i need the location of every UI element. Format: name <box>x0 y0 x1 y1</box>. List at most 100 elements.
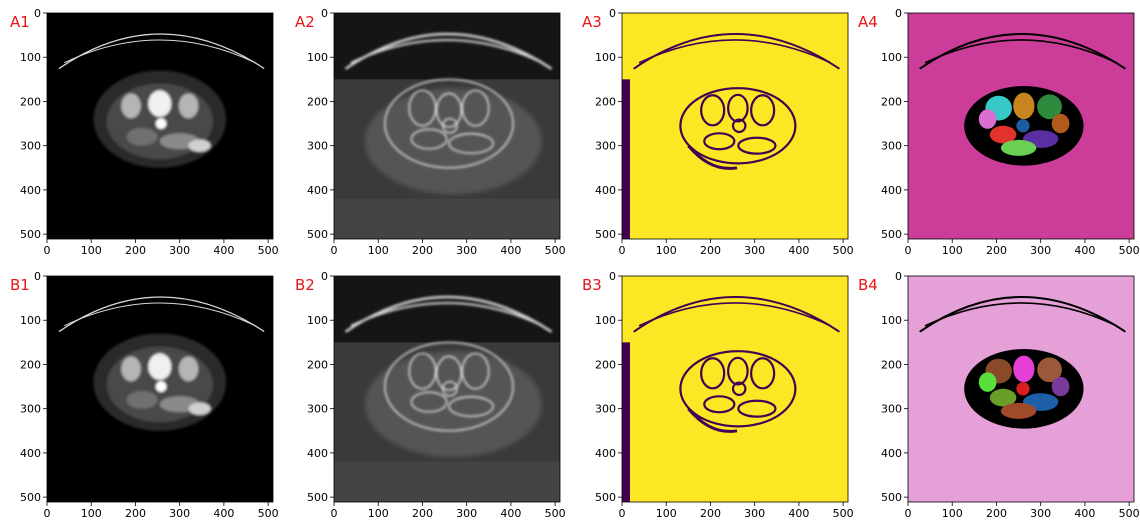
panel-frame <box>621 12 849 240</box>
x-tick-label: 500 <box>1119 244 1140 257</box>
x-tick-label: 0 <box>905 244 912 257</box>
y-tick-label: 300 <box>881 140 902 153</box>
panel-frame <box>333 12 561 240</box>
x-tick-label: 0 <box>619 507 626 520</box>
panel-image-b1 <box>47 276 273 502</box>
x-tick-label: 0 <box>44 507 51 520</box>
y-tick-label: 100 <box>20 51 41 64</box>
y-tick-label: 400 <box>307 447 328 460</box>
panel-label: B3 <box>582 276 602 294</box>
x-tick-label: 200 <box>412 244 433 257</box>
x-tick-label: 200 <box>986 244 1007 257</box>
y-tick-label: 300 <box>307 140 328 153</box>
y-tick-label: 300 <box>881 403 902 416</box>
x-tick-label: 100 <box>81 244 102 257</box>
y-tick-label: 300 <box>20 403 41 416</box>
y-tick-label: 400 <box>881 184 902 197</box>
panel-frame <box>333 275 561 503</box>
panel-image-a2 <box>334 13 560 239</box>
y-tick-label: 200 <box>307 95 328 108</box>
panel-image-a3 <box>622 13 848 239</box>
y-tick-label: 0 <box>321 7 328 20</box>
x-tick-label: 200 <box>412 507 433 520</box>
y-tick-label: 0 <box>34 7 41 20</box>
y-tick-label: 100 <box>20 314 41 327</box>
y-tick-label: 0 <box>895 7 902 20</box>
x-tick-label: 200 <box>125 244 146 257</box>
y-tick-label: 0 <box>321 270 328 283</box>
y-tick-label: 100 <box>595 314 616 327</box>
panel-frame <box>907 275 1135 503</box>
x-tick-label: 0 <box>44 244 51 257</box>
y-tick-label: 500 <box>595 228 616 241</box>
x-tick-label: 0 <box>905 507 912 520</box>
panel-image-b2 <box>334 276 560 502</box>
y-tick-label: 400 <box>595 184 616 197</box>
y-tick-label: 200 <box>20 358 41 371</box>
y-tick-label: 300 <box>595 140 616 153</box>
x-tick-label: 0 <box>619 244 626 257</box>
x-tick-label: 400 <box>500 507 521 520</box>
y-tick-label: 200 <box>20 95 41 108</box>
y-tick-label: 0 <box>609 7 616 20</box>
y-tick-label: 500 <box>20 491 41 504</box>
x-tick-label: 300 <box>456 507 477 520</box>
y-tick-label: 0 <box>895 270 902 283</box>
y-tick-label: 300 <box>20 140 41 153</box>
y-tick-label: 300 <box>595 403 616 416</box>
y-tick-label: 400 <box>881 447 902 460</box>
y-tick-label: 0 <box>609 270 616 283</box>
y-tick-label: 100 <box>307 51 328 64</box>
x-tick-label: 300 <box>456 244 477 257</box>
x-tick-label: 400 <box>788 507 809 520</box>
y-tick-label: 300 <box>307 403 328 416</box>
y-tick-label: 200 <box>307 358 328 371</box>
panel-label: A3 <box>582 13 602 31</box>
panel-image-a1 <box>47 13 273 239</box>
x-tick-label: 200 <box>700 244 721 257</box>
y-tick-label: 200 <box>881 95 902 108</box>
x-tick-label: 300 <box>744 244 765 257</box>
panel-label: A4 <box>858 13 878 31</box>
y-tick-label: 100 <box>881 51 902 64</box>
x-tick-label: 400 <box>788 244 809 257</box>
panel-image-b4 <box>908 276 1134 502</box>
y-tick-label: 200 <box>595 358 616 371</box>
x-tick-label: 300 <box>744 507 765 520</box>
panel-frame <box>621 275 849 503</box>
x-tick-label: 500 <box>545 244 566 257</box>
x-tick-label: 100 <box>942 244 963 257</box>
x-tick-label: 100 <box>656 244 677 257</box>
y-tick-label: 400 <box>307 184 328 197</box>
x-tick-label: 500 <box>1119 507 1140 520</box>
panel-label: A1 <box>10 13 30 31</box>
panel-frame <box>46 12 274 240</box>
x-tick-label: 200 <box>986 507 1007 520</box>
y-tick-label: 200 <box>595 95 616 108</box>
x-tick-label: 300 <box>1030 244 1051 257</box>
x-tick-label: 500 <box>833 507 854 520</box>
panel-label: B4 <box>858 276 878 294</box>
panel-frame <box>46 275 274 503</box>
x-tick-label: 500 <box>258 244 279 257</box>
y-tick-label: 500 <box>20 228 41 241</box>
y-tick-label: 400 <box>20 447 41 460</box>
y-tick-label: 100 <box>307 314 328 327</box>
x-tick-label: 300 <box>1030 507 1051 520</box>
x-tick-label: 400 <box>213 507 234 520</box>
x-tick-label: 100 <box>656 507 677 520</box>
x-tick-label: 400 <box>1074 507 1095 520</box>
x-tick-label: 100 <box>368 244 389 257</box>
x-tick-label: 0 <box>331 507 338 520</box>
y-tick-label: 200 <box>881 358 902 371</box>
y-tick-label: 500 <box>595 491 616 504</box>
y-tick-label: 400 <box>20 184 41 197</box>
x-tick-label: 400 <box>213 244 234 257</box>
